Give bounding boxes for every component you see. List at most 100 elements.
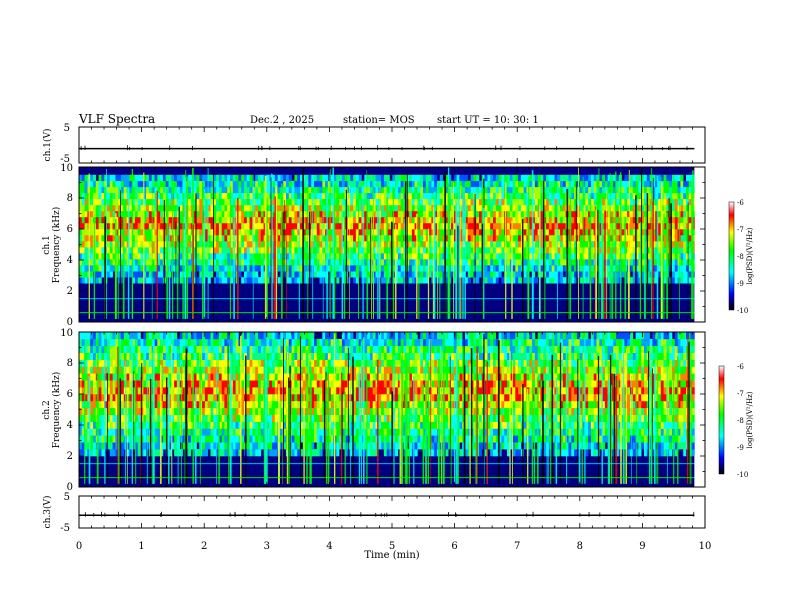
spec-cell (470, 229, 474, 236)
spec-cell (490, 241, 494, 248)
spec-cell (554, 186, 558, 194)
spec-cell (121, 216, 125, 224)
spec-cell (406, 192, 410, 200)
spec-cell (372, 192, 376, 200)
spec-cell (590, 180, 594, 188)
spec-cell (372, 204, 376, 212)
spec-cell (146, 259, 150, 266)
spec-cell (540, 223, 544, 230)
spec-cell (397, 271, 401, 278)
spec-cell (174, 204, 178, 212)
spec-cell (439, 210, 443, 218)
spec-cell (154, 449, 158, 457)
spec-cell (423, 192, 427, 200)
spec-cell (98, 332, 102, 340)
spec-cell (607, 174, 611, 182)
spec-cell (621, 210, 625, 218)
spec-cell (507, 253, 511, 260)
spec-cell (546, 216, 550, 224)
spec-cell (397, 241, 401, 248)
spec-cell (221, 241, 225, 248)
spec-cell (353, 186, 357, 194)
spec-cell (216, 394, 220, 402)
spec-cell (81, 277, 85, 284)
spec-cell (327, 235, 331, 242)
spec-cell (129, 204, 133, 212)
spec-cell (216, 442, 220, 450)
spec-cell (683, 223, 687, 230)
spec-cell (680, 271, 684, 278)
spec-cell (425, 247, 429, 254)
spec-cell (607, 192, 611, 200)
spec-cell (224, 271, 228, 278)
spec-cell (266, 247, 270, 254)
spec-cell (188, 366, 192, 374)
spec-cell (193, 259, 197, 266)
spec-cell (529, 223, 533, 230)
spec-cell (294, 216, 298, 224)
spec-cell (409, 229, 413, 236)
spec-cell (383, 253, 387, 260)
spec-cell (216, 241, 220, 248)
spec-cell (179, 210, 183, 218)
spec-cell (358, 253, 362, 260)
spec-cell (160, 449, 164, 457)
spec-cell (81, 366, 85, 374)
spec-cell (641, 253, 645, 260)
spec-cell (112, 394, 116, 402)
spec-cell (151, 332, 155, 340)
spec-cell (288, 204, 292, 212)
spec-cell (190, 332, 194, 340)
spec-cell (140, 210, 144, 218)
spec-cell (188, 265, 192, 272)
spec-cell (87, 366, 91, 374)
spec-cell (134, 253, 138, 260)
spec-cell (230, 253, 234, 260)
spec-cell (143, 428, 147, 436)
spec-cell (132, 198, 136, 206)
spec-cell (674, 259, 678, 266)
spec-cell (574, 247, 578, 254)
spec-cell (439, 192, 443, 200)
spec-cell (286, 253, 290, 260)
spec-cell (327, 216, 331, 224)
spec-cell (196, 247, 200, 254)
spec-cell (132, 204, 136, 212)
spec-cell (465, 198, 469, 206)
spec-cell (216, 435, 220, 443)
spec-cell (425, 223, 429, 230)
spec-cell (339, 210, 343, 218)
spec-cell (199, 366, 203, 374)
spec-cell (84, 247, 88, 254)
spec-cell (202, 241, 206, 248)
spec-cell (132, 366, 136, 374)
spec-cell (109, 387, 113, 395)
spec-cell (115, 442, 119, 450)
spec-cell (151, 180, 155, 188)
spec-cell (140, 253, 144, 260)
spec-cell (688, 235, 692, 242)
spec-cell (109, 394, 113, 402)
spec-cell (557, 192, 561, 200)
spec-cell (674, 204, 678, 212)
spec-cell (383, 192, 387, 200)
spec-cell (554, 180, 558, 188)
spec-cell (314, 180, 318, 188)
spec-cell (493, 259, 497, 266)
spec-cell (437, 259, 441, 266)
spec-cell (84, 449, 88, 457)
spec-cell (179, 174, 183, 182)
spec-cell (350, 253, 354, 260)
spec-cell (520, 198, 524, 206)
spec-cell (168, 449, 172, 457)
spec-cell (277, 241, 281, 248)
spec-cell (319, 265, 323, 272)
spec-cell (358, 271, 362, 278)
spec-cell (663, 247, 667, 254)
spec-cell (515, 174, 519, 182)
spec-cell (507, 223, 511, 230)
spec-cell (255, 259, 259, 266)
spec-cell (560, 265, 564, 272)
spec-cell (327, 180, 331, 188)
spec-cell (202, 229, 206, 236)
